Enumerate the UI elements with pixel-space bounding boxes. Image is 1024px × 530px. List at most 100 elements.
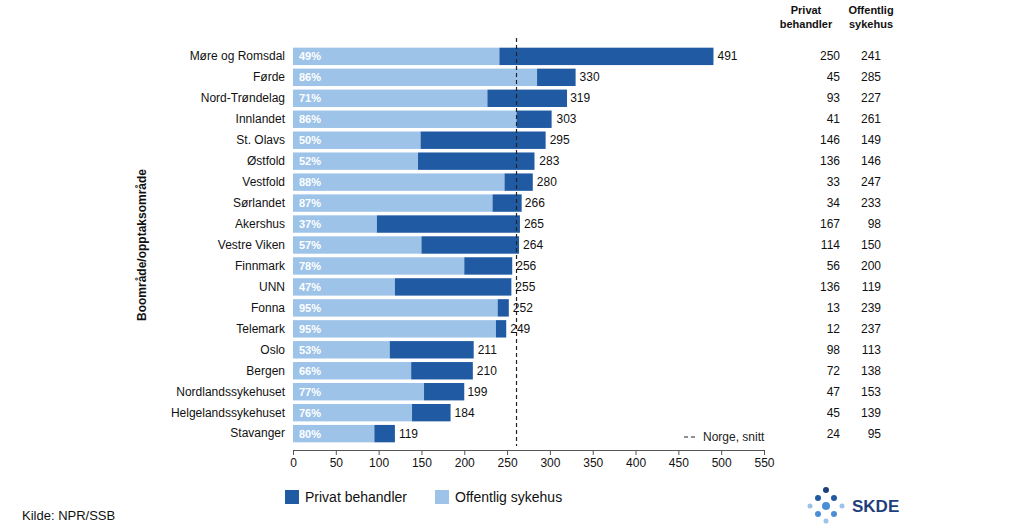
logo-dot — [822, 502, 830, 510]
y-axis-title: Boområde/opptaksområde — [135, 169, 149, 321]
y-tick: Telemark — [236, 322, 293, 336]
y-axis: Møre og RomsdalFørdeNord-TrøndelagInnlan… — [171, 49, 293, 440]
y-tick: Fonna — [251, 301, 293, 315]
bar-offentlig — [293, 425, 374, 442]
bar-offentlig — [293, 48, 499, 65]
total-label: 264 — [523, 238, 543, 252]
total-label: 211 — [478, 343, 497, 357]
table-value: 72 — [827, 364, 841, 378]
table-value: 250 — [820, 49, 840, 63]
y-tick: Østfold — [247, 154, 293, 168]
x-tick: 400 — [626, 450, 646, 470]
y-tick: Førde — [253, 70, 293, 84]
share-label: 49% — [299, 50, 321, 62]
x-tick: 200 — [455, 450, 475, 470]
category-label: Fonna — [251, 301, 285, 315]
legend-swatch — [435, 490, 449, 504]
table-value: 239 — [861, 301, 881, 315]
share-label: 37% — [299, 218, 321, 230]
reference-key — [684, 436, 698, 437]
bar-offentlig — [293, 194, 493, 211]
category-label: Førde — [253, 70, 285, 84]
table-value: 56 — [827, 259, 841, 273]
share-label: 53% — [299, 344, 321, 356]
bars — [293, 48, 713, 443]
x-tick: 100 — [369, 450, 389, 470]
bar-privat — [421, 132, 546, 149]
bar-offentlig — [293, 236, 421, 253]
share-label: 78% — [299, 260, 321, 272]
y-tick: Vestre Viken — [218, 238, 293, 252]
x-tick-label: 450 — [669, 456, 689, 470]
table-header: Offentligsykehus — [848, 4, 893, 30]
x-tick: 0 — [290, 450, 297, 470]
x-tick: 250 — [498, 450, 518, 470]
x-tick-line — [293, 450, 294, 455]
total-label: 266 — [525, 196, 545, 210]
category-label: UNN — [259, 280, 285, 294]
y-tick: Akershus — [235, 217, 293, 231]
bar-offentlig — [293, 383, 424, 400]
logo-dot — [815, 495, 821, 501]
total-label: 303 — [556, 112, 576, 126]
share-label: 76% — [299, 407, 321, 419]
category-label: Akershus — [235, 217, 285, 231]
bar-offentlig — [293, 320, 496, 337]
share-label: 95% — [299, 323, 321, 335]
category-label: Møre og Romsdal — [190, 49, 285, 63]
total-label: 252 — [513, 301, 533, 315]
bar-privat — [421, 236, 519, 253]
logo-dot — [824, 519, 829, 524]
bar-privat — [390, 341, 474, 358]
table-value: 138 — [861, 364, 881, 378]
bar-privat — [537, 69, 576, 86]
share-label: 77% — [299, 386, 321, 398]
table-value: 47 — [827, 385, 841, 399]
x-tick-line — [507, 450, 508, 455]
logo-dot — [831, 511, 837, 517]
table-value: 237 — [861, 322, 881, 336]
x-tick-line — [636, 450, 637, 455]
table-value: 150 — [861, 238, 881, 252]
share-label: 71% — [299, 92, 321, 104]
x-tick-line — [464, 450, 465, 455]
category-label: Vestre Viken — [218, 238, 285, 252]
bar-offentlig — [293, 404, 412, 421]
total-label: 210 — [477, 364, 497, 378]
bar-offentlig — [293, 215, 377, 232]
x-tick-line — [721, 450, 722, 455]
bar-privat — [374, 425, 395, 442]
category-label: Nord-Trøndelag — [201, 91, 285, 105]
share-label: 86% — [299, 71, 321, 83]
x-tick-label: 300 — [540, 456, 560, 470]
bar-privat — [505, 173, 533, 190]
bar-offentlig — [293, 111, 517, 128]
bar-offentlig — [293, 362, 411, 379]
share-label: 57% — [299, 239, 321, 251]
bar-offentlig — [293, 257, 464, 274]
bar-offentlig — [293, 152, 418, 169]
table-header: Privatbehandler — [780, 4, 833, 30]
bar-privat — [377, 215, 520, 232]
logo-dot — [815, 511, 821, 517]
share-label: 50% — [299, 134, 321, 146]
x-tick-label: 0 — [290, 456, 297, 470]
bar-privat — [496, 320, 506, 337]
logo-dot — [823, 487, 829, 493]
total-label: 199 — [467, 385, 487, 399]
legend-label: Privat behandler — [305, 489, 407, 505]
share-label: 88% — [299, 176, 321, 188]
total-label: 184 — [455, 406, 475, 420]
x-tick-label: 100 — [369, 456, 389, 470]
category-label: Bergen — [246, 364, 285, 378]
bar-privat — [464, 257, 512, 274]
table-value: 200 — [861, 259, 881, 273]
table-value: 119 — [862, 280, 881, 294]
category-label: Vestfold — [242, 175, 285, 189]
share-label: 95% — [299, 302, 321, 314]
share-label: 52% — [299, 155, 321, 167]
x-tick-line — [336, 450, 337, 455]
table-value: 136 — [820, 154, 840, 168]
y-tick: UNN — [259, 280, 293, 294]
total-label: 330 — [580, 70, 600, 84]
